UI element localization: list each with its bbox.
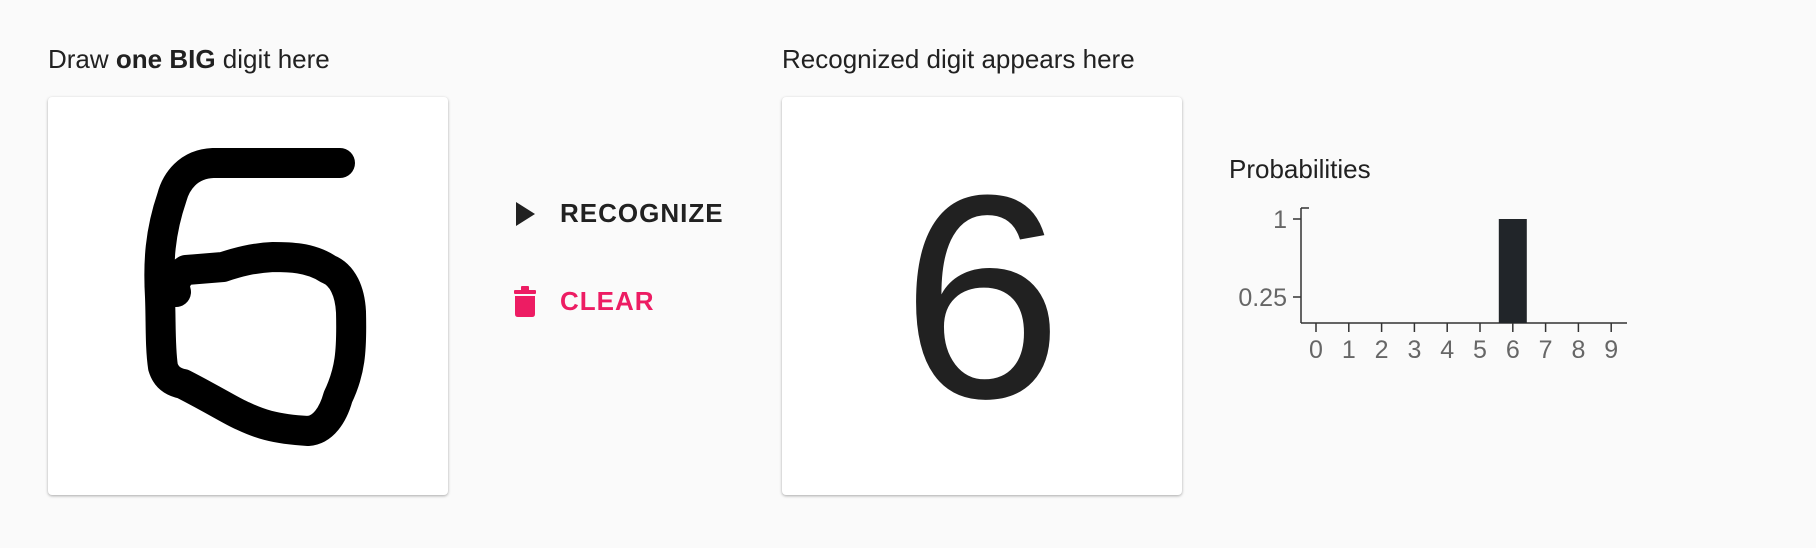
y-tick-label: 0.25: [1238, 284, 1287, 312]
x-tick-label-8: 8: [1571, 336, 1585, 364]
x-tick-label-3: 3: [1407, 336, 1421, 364]
result-card: 6: [782, 97, 1182, 495]
x-tick-label-5: 5: [1473, 336, 1487, 364]
y-tick-label: 1: [1273, 206, 1287, 234]
clear-button[interactable]: CLEAR: [510, 285, 655, 317]
clear-label: CLEAR: [560, 286, 655, 316]
x-tick-label-1: 1: [1342, 336, 1356, 364]
drawn-digit: [144, 148, 367, 446]
recognize-button[interactable]: RECOGNIZE: [510, 198, 724, 229]
x-tick-label-6: 6: [1506, 336, 1520, 364]
draw-heading-bold: one BIG: [115, 44, 216, 74]
trash-icon: [510, 285, 540, 317]
chart-title: Probabilities: [1229, 154, 1371, 184]
play-arrow-icon: [510, 199, 540, 229]
result-heading: Recognized digit appears here: [782, 44, 1135, 74]
bar-6: [1498, 219, 1527, 323]
recognize-label: RECOGNIZE: [560, 198, 724, 228]
x-tick-label-2: 2: [1375, 336, 1389, 364]
x-tick-label-9: 9: [1604, 336, 1618, 364]
recognized-digit: 6: [901, 135, 1063, 459]
x-tick-label-0: 0: [1309, 336, 1323, 364]
draw-heading: Draw one BIG digit here: [48, 44, 330, 75]
draw-heading-suffix: digit here: [215, 44, 330, 74]
x-tick-label-7: 7: [1539, 336, 1553, 364]
probabilities-chart: 10.250 1 2 3 4 5 6 7 8 9: [1238, 206, 1627, 364]
draw-heading-prefix: Draw: [48, 44, 116, 74]
drawing-canvas[interactable]: [48, 97, 448, 495]
x-tick-label-4: 4: [1440, 336, 1454, 364]
